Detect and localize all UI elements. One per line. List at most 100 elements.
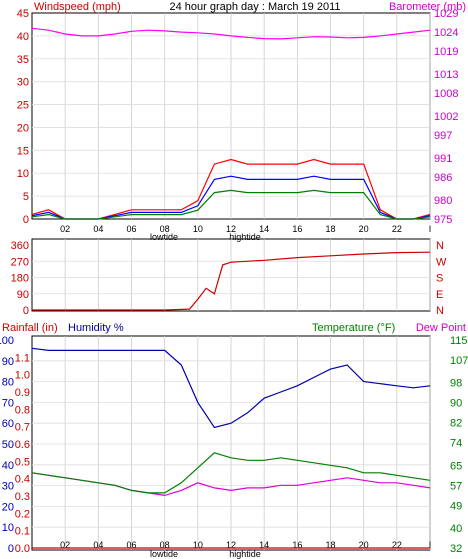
- wind-y-tick: 0: [23, 214, 29, 226]
- rain-y-tick: 0.5: [15, 456, 30, 468]
- temperature-y-tick: 65: [450, 460, 462, 472]
- direction-y-tick: 0: [23, 305, 29, 317]
- wind-y-tick: 20: [17, 122, 29, 134]
- temperature-y-tick: 32: [450, 543, 462, 555]
- rain-y-tick: 0.3: [15, 491, 30, 503]
- hightide-label-bottom: hightide: [229, 549, 261, 559]
- lowtide-label: lowtide: [150, 232, 178, 242]
- humidity-y-tick: 20: [2, 501, 14, 513]
- x-tick-label: 10: [193, 224, 203, 234]
- direction-compass-letter: W: [436, 256, 447, 268]
- direction-compass-letter: S: [436, 273, 443, 285]
- x-tick-label: 06: [126, 224, 136, 234]
- humidity-y-tick: 40: [2, 460, 14, 472]
- x-tick-label: 04: [93, 224, 103, 234]
- rain-y-tick: 0.4: [15, 474, 30, 486]
- direction-y-tick: 180: [11, 273, 29, 285]
- rain-y-tick: 0.7: [15, 422, 30, 434]
- x-tick-label: 14: [259, 540, 269, 550]
- rain-y-tick: 0.1: [15, 526, 30, 538]
- humidity-y-tick: 80: [2, 377, 14, 389]
- x-tick-label: 08: [160, 224, 170, 234]
- baro-y-tick: 1002: [434, 111, 458, 123]
- rainfall-axis-label: Rainfall (in): [2, 322, 58, 334]
- x-tick-label: 16: [292, 224, 302, 234]
- x-tick-label: 06: [126, 540, 136, 550]
- rain-y-tick: 0.2: [15, 508, 30, 520]
- humidity-y-tick: 70: [2, 397, 14, 409]
- humidity-y-tick: 60: [2, 418, 14, 430]
- direction-y-tick: 360: [11, 240, 29, 252]
- temperature-y-tick: 82: [450, 418, 462, 430]
- baro-y-tick: 1019: [434, 46, 458, 58]
- baro-y-tick: 1029: [434, 8, 458, 20]
- baro-y-tick: 1013: [434, 69, 458, 81]
- wind-y-tick: 30: [17, 77, 29, 89]
- wind-y-tick: 10: [17, 168, 29, 180]
- rain-y-tick: 0.0: [15, 543, 30, 555]
- barometer-line: [31, 27, 431, 40]
- temperature-y-tick: 49: [450, 500, 462, 512]
- rain-y-tick: 0.9: [15, 387, 30, 399]
- wind-y-tick: 15: [17, 145, 29, 157]
- humidity-y-tick: 10: [2, 522, 14, 534]
- humidity-y-tick: 30: [2, 481, 14, 493]
- direction-y-tick: 90: [17, 289, 29, 301]
- baro-y-tick: 975: [434, 214, 452, 226]
- rain-y-tick: 0.6: [15, 439, 30, 451]
- baro-y-tick: 997: [434, 130, 452, 142]
- x-tick-label: 20: [359, 224, 369, 234]
- temperature-y-tick: 90: [450, 398, 462, 410]
- x-tick-label: 22: [392, 224, 402, 234]
- x-tick-label: 02: [60, 224, 70, 234]
- temperature-y-tick: 74: [450, 438, 462, 450]
- lowtide-label-bottom: lowtide: [150, 549, 178, 559]
- wind-y-tick: 25: [17, 100, 29, 112]
- barometer-axis-label: Barometer (mb): [389, 1, 466, 13]
- wind-y-tick: 45: [17, 8, 29, 20]
- humidity-y-tick: 50: [2, 439, 14, 451]
- baro-y-tick: 991: [434, 153, 452, 165]
- x-tick-label: 18: [325, 224, 335, 234]
- x-tick-label: 12: [226, 224, 236, 234]
- x-tick-label: 16: [292, 540, 302, 550]
- rain-y-tick: 1.0: [15, 370, 30, 382]
- temperature-y-tick: 107: [450, 355, 468, 367]
- wind-direction-line: [32, 251, 431, 311]
- x-tick-label: I: [429, 540, 432, 550]
- direction-compass-letter: N: [436, 305, 444, 317]
- x-tick-label: 10: [193, 540, 203, 550]
- temperature-y-tick: 115: [450, 335, 468, 347]
- direction-compass-letter: N: [436, 240, 444, 252]
- dewpoint-axis-label: Dew Point: [416, 322, 466, 334]
- x-tick-label: 14: [259, 224, 269, 234]
- rain-y-tick: 0.8: [15, 404, 30, 416]
- wind-y-tick: 5: [23, 191, 29, 203]
- humidity-axis-label: Humidity %: [68, 322, 124, 334]
- x-tick-label: 20: [359, 540, 369, 550]
- humidity-y-tick: 100: [0, 335, 14, 347]
- humidity-y-tick: 90: [2, 356, 14, 368]
- x-tick-label: 08: [160, 540, 170, 550]
- direction-compass-letter: E: [436, 289, 443, 301]
- direction-y-tick: 270: [11, 256, 29, 268]
- temperature-y-tick: 40: [450, 523, 462, 535]
- wind-y-tick: 40: [17, 31, 29, 43]
- rain-y-tick: 1.1: [15, 352, 30, 364]
- x-tick-label: 12: [226, 540, 236, 550]
- hightide-label: hightide: [229, 232, 261, 242]
- chart-title: 24 hour graph day : March 19 2011: [169, 1, 340, 13]
- baro-y-tick: 1024: [434, 27, 458, 39]
- humidity-y-tick: 0: [8, 543, 14, 555]
- baro-y-tick: 1008: [434, 88, 458, 100]
- wind-low-line: [31, 189, 431, 220]
- windspeed-axis-label: Windspeed (mph): [34, 1, 121, 13]
- x-tick-label: 02: [60, 540, 70, 550]
- x-tick-label: 22: [392, 540, 402, 550]
- humidity-line: [31, 347, 431, 429]
- temperature-line: [31, 452, 431, 494]
- temperature-y-tick: 57: [450, 480, 462, 492]
- x-tick-label: I: [429, 224, 432, 234]
